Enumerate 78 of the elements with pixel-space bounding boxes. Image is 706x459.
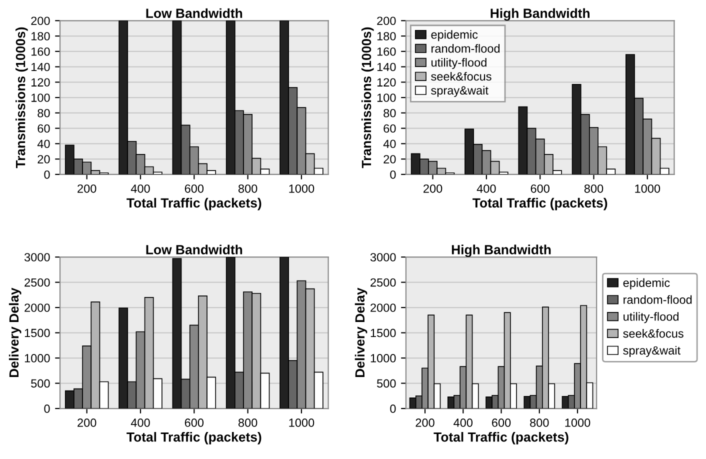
x-tick-label: 1000	[289, 418, 314, 427]
legend-label: spray&wait	[431, 86, 488, 97]
legend-label: random-flood	[624, 295, 692, 304]
y-tick-label: 0	[390, 170, 396, 179]
x-tick-label: 1000	[289, 184, 314, 193]
chart-title: High Bandwidth	[490, 8, 590, 21]
y-tick-label: 100	[31, 94, 50, 102]
chart-title: Low Bandwidth	[146, 244, 242, 254]
y-tick-label: 140	[377, 62, 396, 72]
y-tick-label: 60	[38, 124, 50, 133]
y-tick-label: 500	[377, 379, 396, 388]
y-axis-title: Delivery Delay	[8, 288, 22, 377]
x-axis-title: Total Traffic (packets)	[126, 198, 262, 210]
legend-label: seek&focus	[623, 329, 684, 338]
chart-title: High Bandwidth	[452, 244, 551, 258]
x-axis-title: Total Traffic (packets)	[472, 198, 608, 210]
y-tick-label: 180	[377, 32, 396, 40]
y-tick-label: 160	[31, 47, 50, 56]
x-tick-label: 1000	[565, 418, 590, 427]
x-axis-title: Total Traffic (packets)	[434, 432, 568, 444]
x-tick-label: 1000	[635, 184, 660, 193]
y-tick-label: 20	[384, 155, 396, 164]
x-tick-label: 200	[78, 418, 96, 427]
y-tick-label: 120	[377, 78, 396, 87]
y-tick-label: 3000	[24, 253, 50, 262]
x-tick-label: 400	[476, 184, 496, 193]
y-tick-label: 180	[31, 32, 50, 40]
y-tick-label: 0	[44, 170, 50, 179]
x-tick-label: 800	[530, 418, 549, 427]
y-axis-title: Transmissions (1000s)	[16, 27, 28, 168]
legend-label: utility-flood	[624, 312, 678, 324]
legend-label: epidemic	[623, 278, 670, 290]
x-tick-label: 200	[78, 184, 96, 193]
x-tick-label: 800	[238, 418, 258, 427]
y-tick-label: 2000	[24, 304, 50, 312]
legend-label: utility-flood	[432, 58, 486, 70]
y-tick-label: 160	[377, 47, 396, 56]
y-tick-label: 1000	[24, 354, 50, 362]
x-axis-title: Total Traffic (packets)	[126, 432, 262, 444]
legend-label: seek&focus	[431, 72, 492, 81]
y-tick-label: 20	[38, 155, 50, 164]
x-tick-label: 600	[492, 418, 511, 427]
x-tick-label: 800	[238, 184, 258, 193]
y-tick-label: 2000	[370, 304, 396, 312]
y-tick-label: 40	[37, 140, 50, 148]
x-tick-label: 400	[130, 184, 150, 193]
y-tick-label: 60	[384, 124, 396, 133]
y-tick-label: 1500	[24, 328, 50, 338]
x-tick-label: 800	[584, 184, 604, 193]
y-axis-title: Delivery Delay	[354, 288, 368, 377]
legend-label: epidemic	[431, 30, 478, 42]
y-tick-label: 140	[31, 62, 50, 72]
y-tick-label: 2500	[24, 278, 50, 287]
y-tick-label: 500	[31, 379, 50, 388]
legend-label: spray&wait	[623, 346, 680, 357]
x-tick-label: 200	[416, 418, 434, 427]
y-axis-title: Transmissions (1000s)	[361, 27, 374, 168]
y-tick-label: 80	[38, 108, 50, 118]
x-tick-label: 600	[530, 184, 550, 193]
y-tick-label: 0	[44, 404, 50, 413]
y-tick-label: 100	[377, 94, 396, 102]
legend-label: random-flood	[432, 44, 500, 53]
chart-title: Low Bandwidth	[146, 8, 242, 18]
y-tick-label: 0	[390, 404, 396, 413]
x-tick-label: 200	[424, 184, 442, 193]
x-tick-label: 600	[184, 184, 204, 193]
y-tick-label: 1500	[370, 328, 396, 338]
x-tick-label: 600	[184, 418, 204, 427]
y-tick-label: 40	[383, 140, 396, 148]
x-tick-label: 400	[130, 418, 150, 427]
y-tick-label: 80	[384, 108, 396, 118]
y-tick-label: 120	[31, 78, 50, 87]
x-tick-label: 400	[454, 418, 473, 427]
y-tick-label: 200	[377, 16, 396, 26]
y-tick-label: 1000	[370, 354, 396, 362]
y-tick-label: 200	[31, 16, 50, 26]
y-tick-label: 2500	[370, 278, 396, 287]
y-tick-label: 3000	[370, 253, 396, 262]
